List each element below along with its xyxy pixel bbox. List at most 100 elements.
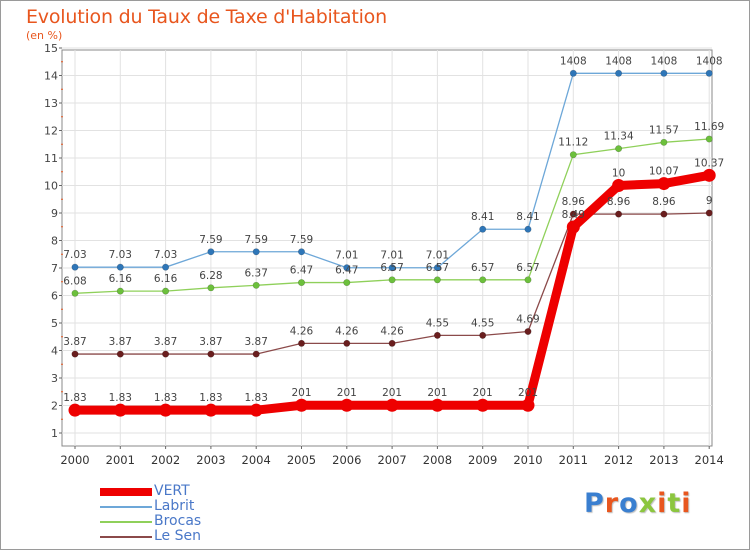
data-label-le-sen: 3.87 <box>245 336 268 348</box>
data-label-brocas: 6.47 <box>335 265 358 277</box>
data-label-brocas: 11.57 <box>649 124 679 136</box>
data-label-le-sen: 9 <box>706 195 713 207</box>
data-label-labrit: 7.01 <box>380 250 403 262</box>
y-tick-label: 5 <box>51 317 58 330</box>
data-label-vert: 10 <box>612 168 625 180</box>
point-brocas <box>297 279 305 287</box>
plot-area <box>61 49 713 447</box>
chart-title: Evolution du Taux de Taxe d'Habitation <box>26 6 387 28</box>
data-label-brocas: 6.16 <box>109 273 133 285</box>
data-label-brocas: 6.08 <box>63 275 86 287</box>
data-label-le-sen: 4.26 <box>380 325 404 337</box>
point-le-sen <box>252 350 260 358</box>
point-le-sen <box>162 350 170 358</box>
data-label-le-sen: 4.69 <box>516 314 539 326</box>
data-label-vert: 201 <box>427 387 447 399</box>
y-tick-label: 14 <box>44 70 58 83</box>
x-tick-label: 2010 <box>513 453 542 467</box>
point-labrit <box>252 248 260 256</box>
data-label-vert: 10.07 <box>649 166 679 178</box>
point-vert <box>159 403 173 417</box>
y-tick-label: 10 <box>44 180 58 193</box>
point-labrit <box>297 248 305 256</box>
point-brocas <box>71 289 79 297</box>
data-label-vert: 8.49 <box>562 209 585 221</box>
data-label-vert: 1.83 <box>109 392 132 404</box>
data-label-le-sen: 3.87 <box>199 336 222 348</box>
y-tick-label: 15 <box>44 42 58 55</box>
data-label-vert: 1.83 <box>245 392 268 404</box>
point-le-sen <box>207 350 215 358</box>
data-label-vert: 201 <box>337 387 357 399</box>
x-tick-label: 2008 <box>423 453 452 467</box>
point-labrit <box>705 69 713 77</box>
data-label-labrit: 7.01 <box>426 250 449 262</box>
x-tick-label: 2012 <box>604 453 633 467</box>
data-label-vert: 201 <box>518 387 538 399</box>
data-label-vert: 201 <box>473 387 493 399</box>
y-tick-label: 7 <box>51 262 58 275</box>
data-label-brocas: 6.37 <box>245 267 268 279</box>
data-label-labrit: 7.59 <box>245 234 268 246</box>
point-le-sen <box>297 339 305 347</box>
point-vert <box>340 398 354 412</box>
point-brocas <box>252 281 260 289</box>
y-tick-label: 13 <box>44 97 58 110</box>
x-tick-label: 2002 <box>151 453 180 467</box>
point-brocas <box>162 287 170 295</box>
data-label-labrit: 8.41 <box>516 211 539 223</box>
point-brocas <box>207 284 215 292</box>
y-tick-label: 12 <box>44 125 58 138</box>
x-tick-label: 2003 <box>196 453 225 467</box>
point-brocas <box>433 276 441 284</box>
data-label-le-sen: 3.87 <box>154 336 177 348</box>
y-tick-label: 6 <box>51 290 58 303</box>
y-tick-label: 4 <box>51 345 58 358</box>
data-label-le-sen: 8.96 <box>562 196 586 208</box>
data-label-le-sen: 4.55 <box>471 317 494 329</box>
point-brocas <box>705 135 713 143</box>
data-label-vert: 1.83 <box>154 392 177 404</box>
data-label-labrit: 7.01 <box>335 250 358 262</box>
point-vert <box>430 398 444 412</box>
point-brocas <box>569 151 577 159</box>
y-tick-label: 1 <box>51 427 58 440</box>
data-label-brocas: 6.57 <box>426 262 449 274</box>
point-vert <box>612 179 626 192</box>
point-brocas <box>343 279 351 287</box>
point-le-sen <box>388 339 396 347</box>
proxiti-logo: Proxiti <box>584 488 692 519</box>
point-vert <box>476 398 490 412</box>
data-label-le-sen: 4.55 <box>426 317 449 329</box>
data-label-le-sen: 3.87 <box>63 336 86 348</box>
point-le-sen <box>615 210 623 218</box>
point-labrit <box>162 263 170 271</box>
legend-item-le-sen: Le Sen <box>100 529 250 544</box>
x-tick-label: 2011 <box>559 453 588 467</box>
data-label-vert: 201 <box>382 387 402 399</box>
point-le-sen <box>433 331 441 339</box>
y-tick-label: 11 <box>44 152 58 165</box>
point-labrit <box>524 225 532 233</box>
legend-item-vert: VERT <box>100 484 250 499</box>
point-le-sen <box>71 350 79 358</box>
point-brocas <box>479 276 487 284</box>
point-vert <box>657 177 671 191</box>
y-tick-label: 9 <box>51 207 58 220</box>
data-label-labrit: 1408 <box>696 55 723 67</box>
data-label-brocas: 6.57 <box>516 262 539 274</box>
data-label-labrit: 1408 <box>605 55 632 67</box>
point-le-sen <box>524 328 532 336</box>
point-labrit <box>660 69 668 77</box>
y-tick-label: 8 <box>51 235 58 248</box>
data-label-labrit: 7.03 <box>109 249 132 261</box>
point-labrit <box>207 248 215 256</box>
data-label-labrit: 7.03 <box>154 249 177 261</box>
data-label-vert: 10.37 <box>694 157 724 169</box>
point-labrit <box>343 264 351 272</box>
point-le-sen <box>705 209 713 217</box>
point-le-sen <box>660 210 668 218</box>
data-label-vert: 1.83 <box>199 392 222 404</box>
x-tick-label: 2013 <box>649 453 678 467</box>
